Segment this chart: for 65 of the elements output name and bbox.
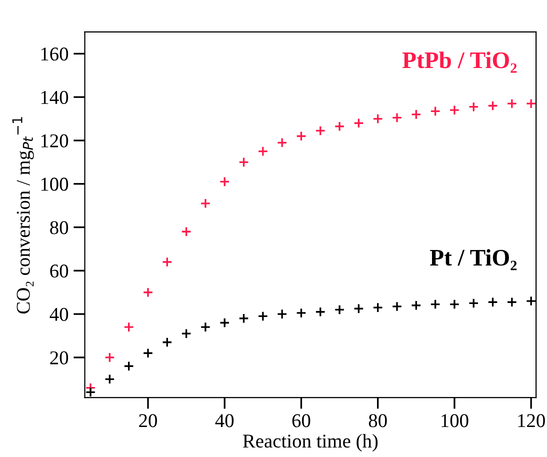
point [488, 296, 498, 308]
point [142, 348, 154, 358]
point [449, 104, 460, 116]
y-tick-label: 60 [50, 264, 68, 278]
point [124, 360, 134, 372]
y-tick-label: 20 [50, 351, 68, 364]
point [258, 146, 268, 157]
point [468, 298, 479, 308]
x-tick-label: 20 [139, 414, 157, 428]
point [181, 328, 192, 339]
point [430, 106, 441, 116]
point [200, 322, 211, 332]
x-tick-label: 100 [442, 414, 468, 428]
point [296, 130, 306, 142]
point [392, 112, 402, 123]
point [200, 198, 211, 209]
point [488, 100, 498, 111]
point [353, 303, 364, 314]
y-tick-label: 40 [50, 308, 68, 321]
point [315, 125, 326, 136]
point [238, 156, 249, 168]
x-axis-title: Reaction time (h) [242, 434, 378, 452]
point [506, 98, 518, 109]
point [449, 299, 460, 310]
point [104, 374, 115, 384]
point [276, 137, 288, 148]
point [124, 322, 134, 332]
point [526, 296, 536, 306]
point [334, 304, 345, 315]
point [238, 313, 249, 324]
point [526, 98, 536, 109]
point [162, 337, 172, 348]
point [410, 300, 422, 311]
point [372, 114, 384, 124]
series-label: PtPb / TiO₂ [402, 52, 517, 73]
point [468, 102, 479, 112]
x-tick-label: 40 [215, 414, 234, 428]
point [219, 318, 230, 328]
point [392, 301, 402, 312]
x-tick-label: 80 [368, 414, 387, 428]
point [181, 226, 192, 237]
y-tick-label: 120 [41, 134, 68, 148]
series-label: Pt / TiO₂ [430, 249, 517, 270]
point [410, 109, 422, 120]
point [372, 302, 384, 313]
point [85, 386, 96, 398]
y-tick-label: 100 [41, 178, 68, 191]
point [162, 256, 172, 268]
x-tick-label: 60 [292, 414, 310, 428]
point [506, 296, 518, 308]
point [315, 306, 326, 318]
point [276, 308, 288, 320]
y-tick-label: 160 [41, 48, 68, 61]
point [430, 299, 441, 310]
point [219, 176, 230, 187]
point [296, 308, 306, 318]
x-tick-label: 120 [518, 414, 545, 428]
y-axis-title: CO₂ conversion / mg$_{Pt}$$^{−1}$ [12, 117, 34, 314]
point [104, 352, 115, 363]
point [334, 121, 345, 132]
y-tick-label: 80 [50, 221, 68, 234]
point [142, 287, 154, 298]
point [258, 311, 268, 322]
y-tick-label: 140 [41, 90, 68, 104]
point [353, 118, 364, 128]
